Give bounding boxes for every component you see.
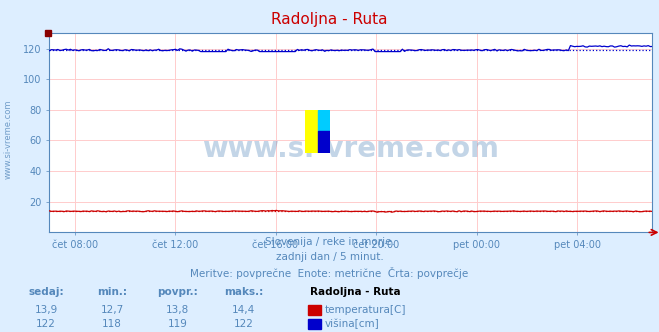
Polygon shape — [305, 110, 318, 153]
Text: 13,9: 13,9 — [34, 305, 58, 315]
Text: 12,7: 12,7 — [100, 305, 124, 315]
Text: 14,4: 14,4 — [232, 305, 256, 315]
Text: Radoljna - Ruta: Radoljna - Ruta — [272, 12, 387, 27]
Text: povpr.:: povpr.: — [158, 287, 198, 297]
Text: 118: 118 — [102, 319, 122, 329]
Text: min.:: min.: — [97, 287, 127, 297]
Text: temperatura[C]: temperatura[C] — [324, 305, 406, 315]
Polygon shape — [318, 131, 330, 153]
Text: Radoljna - Ruta: Radoljna - Ruta — [310, 287, 401, 297]
Text: www.si-vreme.com: www.si-vreme.com — [3, 100, 13, 179]
Text: 119: 119 — [168, 319, 188, 329]
Text: Slovenija / reke in morje.: Slovenija / reke in morje. — [264, 237, 395, 247]
Text: 122: 122 — [36, 319, 56, 329]
Text: www.si-vreme.com: www.si-vreme.com — [202, 135, 500, 163]
Text: maks.:: maks.: — [224, 287, 264, 297]
Text: Meritve: povprečne  Enote: metrične  Črta: povprečje: Meritve: povprečne Enote: metrične Črta:… — [190, 267, 469, 279]
Text: zadnji dan / 5 minut.: zadnji dan / 5 minut. — [275, 252, 384, 262]
Text: 13,8: 13,8 — [166, 305, 190, 315]
Text: višina[cm]: višina[cm] — [324, 319, 379, 329]
Text: 122: 122 — [234, 319, 254, 329]
Polygon shape — [318, 110, 330, 131]
Text: sedaj:: sedaj: — [28, 287, 64, 297]
